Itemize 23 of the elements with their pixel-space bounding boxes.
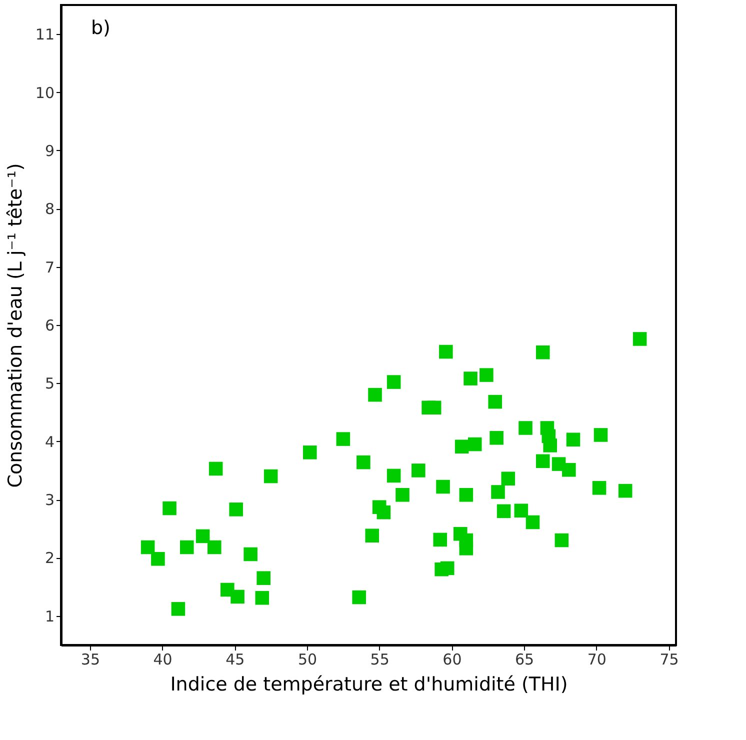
y-axis-title: Consommation d'eau (L j⁻¹ tête⁻¹) (4, 163, 26, 488)
x-tick-label: 50 (298, 650, 318, 668)
y-tick-label: 7 (44, 258, 54, 276)
x-tick-label: 60 (442, 650, 462, 668)
x-tick-label: 70 (587, 650, 606, 668)
x-tick-label: 40 (153, 650, 172, 668)
x-tick-label: 65 (515, 650, 534, 668)
y-tick-label: 2 (44, 549, 54, 568)
x-axis-title: Indice de température et d'humidité (THI) (170, 674, 568, 696)
y-tick-label: 3 (44, 491, 54, 510)
y-tick-label: 5 (44, 374, 54, 393)
y-tick-label: 10 (35, 84, 54, 102)
x-tick-label: 75 (660, 650, 679, 668)
y-tick-label: 6 (44, 316, 54, 334)
x-tick-label: 35 (80, 650, 100, 668)
x-tick-label: 55 (370, 650, 390, 668)
y-tick-label: 9 (44, 142, 54, 160)
annotation: b) (91, 17, 110, 39)
y-tick-label: 8 (44, 200, 54, 218)
x-tick-label: 45 (226, 650, 245, 668)
y-tick-label: 4 (44, 432, 54, 451)
y-tick-label: 11 (35, 26, 54, 44)
y-tick-label: 1 (44, 607, 54, 626)
